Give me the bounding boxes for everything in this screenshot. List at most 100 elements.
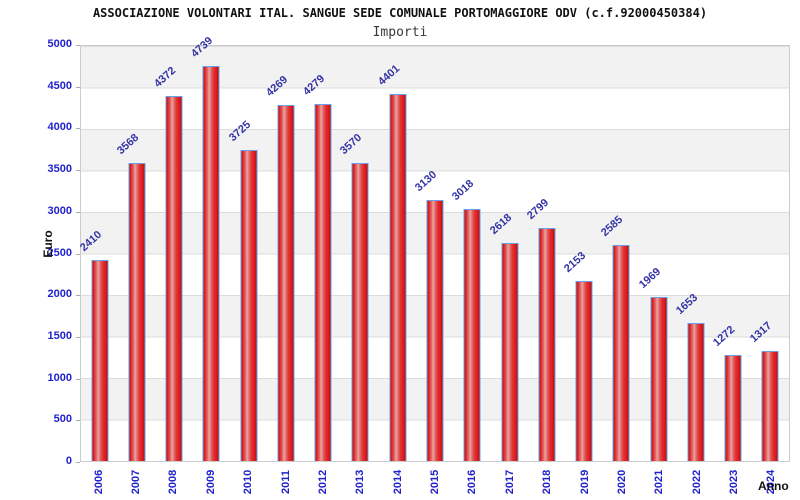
bar-slot: 3725 [227,46,267,461]
x-tick-label: 2016 [466,469,479,495]
bar-slot: 1969 [636,46,677,461]
x-tick-label: 2008 [167,469,180,495]
x-slot: 2006 [80,464,117,500]
bar-2006 [91,260,109,461]
x-tick-label: 2010 [242,469,255,495]
bar-value-label: 4269 [263,73,291,99]
y-axis-title: Euro [41,230,55,258]
y-tick-label: 0 [65,455,72,467]
bar-slot: 2799 [524,46,565,461]
y-tick-label: 4500 [47,79,72,92]
bar-value-label: 2410 [77,228,104,254]
bar-slot: 3570 [338,46,379,461]
x-tick-label: 2021 [653,469,666,495]
y-tick-label: 3000 [47,204,72,217]
y-tick-label: 2500 [47,246,72,259]
bar-slot: 2153 [562,46,602,461]
bar-value-label: 2153 [562,249,589,275]
bar-slot: 4372 [152,46,193,461]
y-tick-mark [76,170,80,172]
bars-container: 2410 3568 4372 4739 3725 4269 4279 3570 4401 3130… [77,35,789,461]
bar-2014 [389,94,407,461]
x-tick-label: 2013 [354,469,367,495]
bar-value-label: 3570 [338,131,365,157]
y-tick-label: 4000 [47,121,72,134]
bar-2012 [314,104,332,461]
y-tick-mark [76,336,80,338]
x-slot: 2011 [267,464,304,500]
x-slot: 2010 [230,464,267,500]
bar-2022 [687,323,705,461]
bar-value-label: 3568 [114,131,142,157]
bar-slot: 3568 [114,46,155,461]
bar-2021 [650,297,668,461]
y-tick-label: 1500 [47,329,72,342]
x-tick-label: 2018 [541,469,554,495]
bar-slot: 1653 [673,46,714,461]
x-slot: 2023 [715,464,752,500]
x-tick-label: 2007 [130,469,143,495]
bar-slot: 2410 [77,46,118,461]
chart-subtitle: Importi [372,25,428,40]
bar-value-label: 4279 [301,72,328,98]
y-tick-label: 5000 [47,38,72,50]
x-slot: 2012 [304,464,341,500]
y-tick-label: 500 [53,413,72,426]
x-slot: 2018 [529,464,566,500]
bar-value-label: 1272 [711,323,738,349]
bar-value-label: 4401 [375,62,402,88]
x-slot: 2019 [566,464,603,500]
bar-slot: 3130 [412,46,453,461]
x-tick-label: 2017 [503,469,516,495]
plot-area: 2410 3568 4372 4739 3725 4269 4279 3570 4401 3130… [77,35,790,462]
y-tick-mark [76,378,80,380]
bar-2017 [501,243,519,461]
x-slot: 2017 [491,464,528,500]
x-tick-label: 2023 [728,469,741,495]
bar-2011 [277,105,295,461]
x-slot: 2008 [155,464,192,500]
chart-title: ASSOCIAZIONE VOLONTARI ITAL. SANGUE SEDE… [92,6,708,20]
bar-value-label: 3130 [412,168,440,194]
bar-value-label: 2799 [524,196,552,222]
y-tick-mark [76,45,80,46]
x-tick-label: 2014 [391,469,404,495]
x-slot: 2022 [678,464,715,500]
y-tick-mark [76,128,80,130]
x-tick-label: 2020 [615,469,628,495]
x-tick-label: 2012 [316,469,329,495]
x-tick-label: 2006 [92,469,105,495]
bar-value-label: 2585 [599,213,626,239]
bar-2009 [202,66,220,461]
y-tick-mark [76,462,80,463]
bar-2015 [426,200,444,461]
y-tick-label: 1000 [47,371,72,384]
y-tick-mark [76,211,80,213]
bar-2008 [165,96,183,461]
bar-2010 [240,150,258,461]
y-tick-mark [76,295,80,297]
bar-slot: 2618 [487,46,528,461]
x-tick-label: 2015 [429,469,442,495]
bar-slot: 2585 [599,46,640,461]
y-tick-mark [76,253,80,255]
y-tick-mark [76,86,80,88]
bar-value-label: 1653 [673,291,701,317]
bar-value-label: 2618 [487,211,514,237]
bar-slot: 4401 [375,46,416,461]
bar-value-label: 4372 [152,64,179,90]
bar-2016 [463,209,481,461]
bar-2023 [724,355,742,461]
bar-slot: 1272 [711,46,752,461]
y-tick-label: 2000 [47,288,72,301]
x-slot: 2009 [192,464,229,500]
x-slot: 2016 [454,464,491,500]
bar-value-label: 1969 [636,265,663,291]
bar-2020 [612,245,630,461]
x-slot: 2007 [117,464,154,500]
x-axis-title: Anno [758,479,789,493]
y-tick-mark [76,420,80,422]
x-tick-label: 2009 [204,469,217,495]
x-axis-labels: 2006 2007 2008 2009 2010 2011 2012 2013 2014 2015… [80,464,790,500]
